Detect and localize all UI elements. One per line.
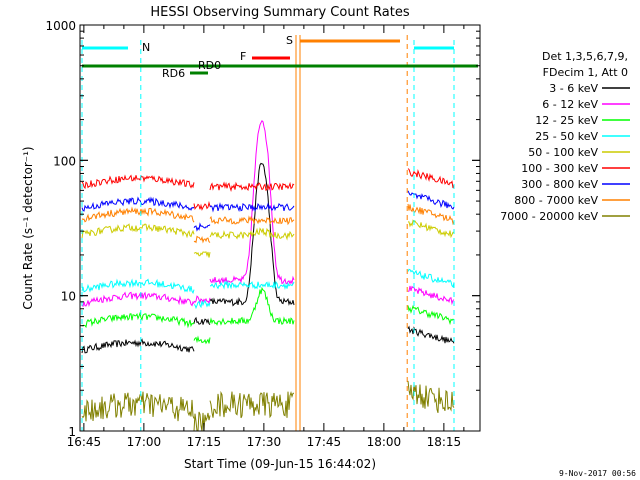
legend-entry-label: 12 - 25 keV (535, 114, 598, 127)
y-tick-label: 1000 (45, 19, 76, 33)
x-tick-label: 16:45 (67, 435, 102, 449)
flag-label-rd0: RD0 (198, 59, 221, 72)
series-line-0 (81, 162, 455, 354)
series-line-4 (81, 219, 455, 258)
series-line-3 (81, 268, 455, 310)
legend: 3 - 6 keV 6 - 12 keV 12 - 25 keV 25 - 50 ke… (500, 82, 630, 223)
flag-label-flare: F (240, 50, 246, 63)
legend-header-1: Det 1,3,5,6,7,9, (542, 50, 628, 63)
legend-entry-label: 3 - 6 keV (549, 82, 598, 95)
legend-header-2: FDecim 1, Att 0 (543, 66, 628, 79)
chart-title: HESSI Observing Summary Count Rates (150, 5, 409, 20)
x-tick-label: 18:15 (427, 435, 462, 449)
legend-entry-label: 300 - 800 keV (521, 178, 598, 191)
flag-label-rd6: RD6 (162, 67, 185, 80)
y-tick-label: 10 (61, 290, 76, 304)
plot-area: N S F RD0 RD6 (81, 34, 478, 432)
x-tick-label: 17:45 (307, 435, 342, 449)
y-tick-label: 100 (53, 154, 76, 168)
legend-entry-label: 100 - 300 keV (521, 162, 598, 175)
flag-label-saa: S (286, 34, 293, 47)
legend-entry-label: 50 - 100 keV (528, 146, 598, 159)
timestamp: 9-Nov-2017 00:56 (559, 469, 636, 478)
legend-entry-label: 25 - 50 keV (535, 130, 598, 143)
x-axis-label: Start Time (09-Jun-15 16:44:02) (184, 457, 376, 471)
series-line-1 (81, 119, 455, 308)
x-tick-label: 17:15 (187, 435, 222, 449)
series-line-2 (81, 286, 455, 345)
series-line-6 (81, 190, 455, 232)
x-tick-label: 17:30 (247, 435, 282, 449)
y-tick-label: 1 (68, 425, 76, 439)
legend-entry-label: 6 - 12 keV (542, 98, 598, 111)
series-line-7 (81, 203, 455, 244)
x-tick-label: 17:00 (127, 435, 162, 449)
plot-frame (79, 24, 481, 432)
y-axis-label: Count Rate (s⁻¹ detector⁻¹) (21, 146, 35, 309)
legend-entry-label: 7000 - 20000 keV (500, 210, 598, 223)
series-line-8 (81, 380, 455, 432)
legend-entry-label: 800 - 7000 keV (514, 194, 598, 207)
flag-label-night: N (142, 41, 150, 54)
series-line-5 (81, 168, 455, 211)
x-tick-label: 18:00 (367, 435, 402, 449)
axis-ticks: 1 10 100 1000 16:45 17:00 17:15 17:30 17:45 18:00… (45, 19, 480, 449)
